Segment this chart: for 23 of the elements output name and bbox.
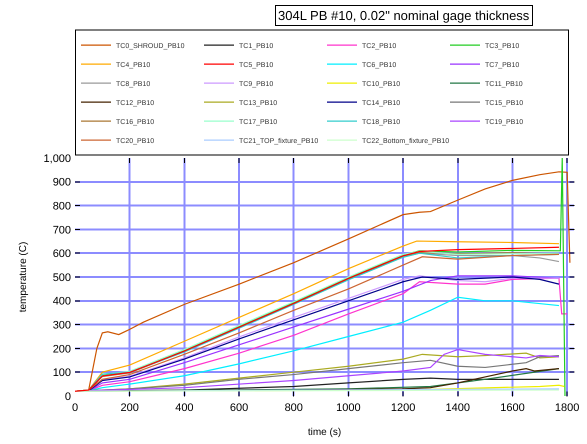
y-tick-label: 800	[52, 200, 72, 212]
x-tick-label: 1600	[500, 402, 525, 414]
x-tick-label: 1200	[390, 402, 416, 414]
y-tick-label: 600	[52, 248, 72, 260]
y-tick-label: 700	[52, 224, 72, 236]
x-tick-label: 600	[230, 402, 248, 414]
x-tick-label: 400	[175, 402, 194, 414]
y-tick-label: 0	[64, 390, 72, 403]
y-tick-label: 500	[52, 272, 72, 284]
y-tick-label: 900	[52, 176, 72, 189]
y-tick-label: 100	[52, 367, 72, 380]
x-axis-title: time (s)	[308, 426, 342, 438]
chart-title: 304L PB #10, 0.02" nominal gage thickness	[278, 8, 530, 23]
y-tick-label: 300	[52, 319, 72, 332]
y-axis-title: temperature (C)	[18, 242, 30, 312]
x-tick-label: 1000	[336, 402, 361, 414]
x-tick-label: 800	[284, 402, 303, 414]
y-tick-label: 400	[52, 296, 72, 308]
y-tick-label: 1,000	[44, 152, 72, 165]
x-tick-label: 1400	[446, 402, 470, 414]
y-tick-label: 200	[52, 343, 72, 356]
x-tick-label: 200	[120, 402, 139, 414]
x-tick-label: 1800	[554, 402, 580, 414]
